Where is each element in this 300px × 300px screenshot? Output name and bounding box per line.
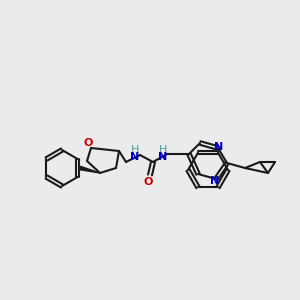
Text: O: O (83, 138, 93, 148)
Polygon shape (80, 166, 100, 173)
Text: H: H (159, 145, 167, 155)
Text: H: H (131, 145, 139, 155)
Text: N: N (130, 152, 140, 162)
Text: N: N (214, 142, 224, 152)
Text: O: O (143, 177, 153, 187)
Text: N: N (158, 152, 168, 162)
Text: N: N (210, 176, 220, 186)
